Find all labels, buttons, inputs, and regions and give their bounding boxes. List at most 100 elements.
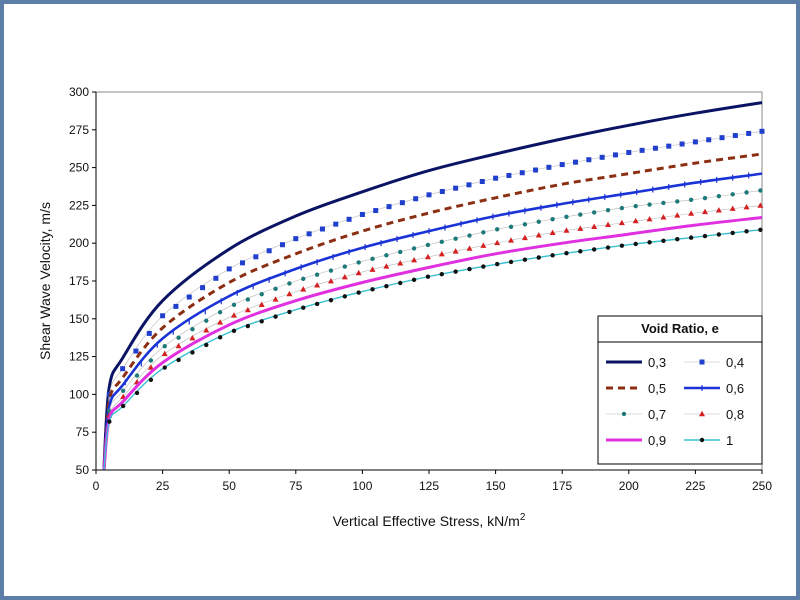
data-point — [287, 309, 292, 315]
data-point — [425, 242, 431, 248]
data-point — [453, 269, 458, 274]
series-0-8 — [103, 202, 764, 471]
data-point — [619, 243, 625, 248]
data-point — [272, 296, 279, 302]
data-point — [453, 236, 458, 241]
data-point — [591, 247, 597, 252]
data-point — [189, 334, 196, 341]
data-point — [190, 350, 195, 355]
data-point — [328, 297, 334, 303]
data-point — [647, 202, 652, 207]
data-point — [314, 301, 320, 307]
data-point — [134, 390, 140, 396]
series-line — [102, 101, 763, 468]
legend-item: 0,9 — [606, 433, 666, 448]
legend-item: 0,5 — [606, 381, 666, 396]
data-point — [328, 268, 334, 273]
data-point — [519, 170, 525, 176]
data-point — [481, 230, 486, 235]
data-point — [702, 233, 708, 239]
data-point — [286, 290, 293, 297]
data-point — [231, 302, 237, 308]
data-point — [619, 205, 625, 211]
data-point — [546, 164, 552, 170]
data-point — [699, 410, 705, 417]
data-point — [647, 240, 652, 245]
y-tick-label: 275 — [69, 123, 89, 137]
data-point — [466, 182, 472, 188]
data-point — [719, 135, 725, 141]
data-point — [563, 227, 570, 233]
series-line — [102, 216, 763, 471]
data-point — [591, 210, 597, 215]
data-point — [661, 238, 666, 243]
data-point — [535, 232, 542, 238]
data-point — [293, 236, 299, 242]
legend: Void Ratio, e 0,3 0,4 0,5 0,6 0,7 0,8 0,9 1 — [597, 315, 763, 465]
data-point — [342, 264, 348, 269]
x-tick-label: 100 — [352, 479, 372, 493]
data-point — [522, 222, 528, 227]
y-tick-label: 150 — [69, 312, 89, 326]
data-point — [398, 249, 403, 255]
x-tick-label: 225 — [685, 479, 705, 493]
data-point — [342, 294, 348, 299]
data-point — [230, 312, 237, 318]
data-point — [439, 188, 445, 194]
data-point — [522, 257, 528, 262]
data-point — [244, 306, 251, 313]
data-point — [356, 260, 361, 265]
data-point — [306, 231, 312, 237]
data-point — [730, 230, 735, 236]
data-point — [147, 364, 154, 370]
legend-label: 1 — [726, 433, 733, 448]
x-tick-label: 150 — [486, 479, 506, 493]
data-point — [536, 255, 541, 260]
data-point — [633, 241, 638, 247]
data-point — [279, 242, 285, 248]
data-point — [521, 234, 528, 241]
legend-items: 0,3 0,4 0,5 0,6 0,7 0,8 0,9 1 — [606, 355, 744, 448]
data-point — [758, 188, 763, 193]
x-tick-label: 75 — [289, 479, 303, 493]
data-point — [605, 208, 611, 213]
data-point — [411, 277, 417, 283]
y-tick-label: 225 — [69, 198, 89, 212]
data-point — [162, 365, 167, 370]
data-point — [480, 242, 487, 248]
data-point — [599, 154, 605, 160]
data-point — [699, 437, 705, 443]
data-point — [715, 207, 722, 213]
data-point — [467, 233, 472, 238]
data-point — [674, 212, 681, 218]
legend-label: 0,4 — [726, 355, 744, 370]
legend-label: 0,9 — [648, 433, 666, 448]
data-point — [160, 313, 166, 319]
data-point — [494, 227, 500, 232]
data-point — [661, 200, 666, 206]
data-point — [176, 357, 181, 363]
data-point — [217, 319, 224, 325]
data-point — [758, 227, 763, 232]
data-point — [688, 210, 695, 216]
data-point — [467, 266, 472, 272]
data-point — [452, 248, 459, 254]
data-point — [578, 212, 583, 217]
data-point — [148, 377, 154, 382]
data-point — [759, 128, 765, 134]
data-point — [273, 314, 278, 319]
data-point — [426, 192, 432, 198]
legend-item: 1 — [684, 433, 733, 448]
data-point — [120, 388, 126, 393]
data-point — [536, 219, 541, 224]
data-point — [612, 152, 618, 158]
data-point — [692, 139, 698, 145]
data-point — [564, 214, 569, 220]
y-tick-label: 175 — [69, 274, 89, 288]
data-point — [439, 239, 444, 245]
data-point — [259, 291, 264, 297]
data-point — [438, 250, 445, 257]
data-point — [550, 217, 555, 222]
series-0-7 — [103, 188, 763, 471]
